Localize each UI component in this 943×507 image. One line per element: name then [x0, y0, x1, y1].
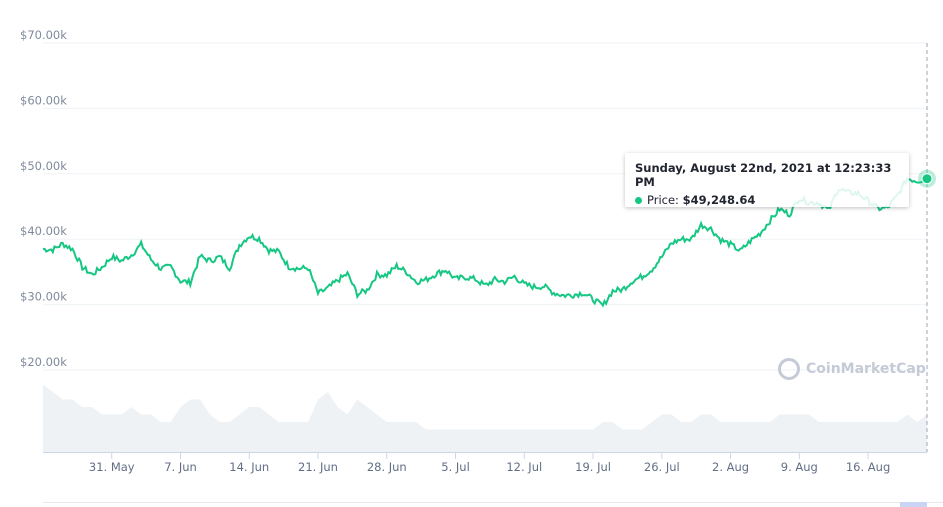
- y-tick-label: $70.00k: [20, 28, 67, 42]
- x-tick-label: 28. Jun: [367, 460, 407, 474]
- y-tick-label: $20.00k: [20, 355, 67, 369]
- x-tick-label: 31. May: [89, 460, 135, 474]
- y-tick-label: $50.00k: [20, 159, 67, 173]
- navigator-handle: [900, 502, 927, 507]
- coinmarketcap-logo-icon: [778, 358, 800, 380]
- x-tick-label: 5. Jul: [441, 460, 470, 474]
- tooltip-date: Sunday, August 22nd, 2021 at 12:23:33 PM: [635, 161, 892, 189]
- watermark: CoinMarketCap: [778, 358, 926, 380]
- x-tick-label: 26. Jul: [644, 460, 680, 474]
- price-line: [42, 177, 928, 308]
- volume-area: [43, 384, 927, 452]
- watermark-text: CoinMarketCap: [806, 361, 926, 377]
- x-tick-label: 9. Aug: [781, 460, 818, 474]
- x-tick-label: 14. Jun: [229, 460, 269, 474]
- tooltip-label: Price:: [647, 193, 679, 207]
- x-tick-label: 2. Aug: [712, 460, 749, 474]
- x-tick-label: 12. Jul: [506, 460, 542, 474]
- tooltip-value: $49,248.64: [682, 193, 756, 207]
- y-tick-label: $60.00k: [20, 93, 67, 107]
- x-tick-label: 16. Aug: [846, 460, 890, 474]
- series-dot-icon: [635, 197, 642, 204]
- y-tick-label: $40.00k: [20, 224, 67, 238]
- x-tick-label: 21. Jun: [298, 460, 338, 474]
- chart-tooltip: Sunday, August 22nd, 2021 at 12:23:33 PM…: [625, 153, 909, 207]
- y-tick-label: $30.00k: [20, 290, 67, 304]
- x-tick-label: 7. Jun: [164, 460, 197, 474]
- hover-point: [921, 173, 933, 185]
- x-tick-label: 19. Jul: [575, 460, 611, 474]
